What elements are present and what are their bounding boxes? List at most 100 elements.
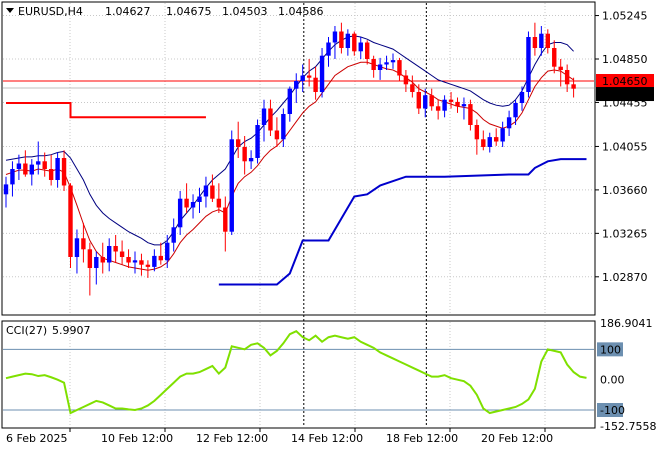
candle-body-43 (281, 114, 286, 140)
cci-level-box-3 (597, 403, 623, 418)
time-tick-3: 14 Feb 12:00 (291, 432, 363, 445)
red-price-label: 1.04650 (602, 75, 648, 88)
candle-body-15 (100, 257, 105, 263)
candle-body-57 (371, 59, 376, 70)
candle-body-65 (423, 95, 428, 109)
price-markers (3, 80, 594, 89)
candle-body-74 (481, 139, 486, 147)
candle-body-36 (236, 139, 241, 147)
candle-body-4 (29, 164, 34, 175)
candle-body-12 (81, 238, 86, 250)
time-tick-1: 10 Feb 12:00 (101, 432, 173, 445)
candle-body-67 (435, 106, 441, 111)
candles[interactable] (3, 22, 576, 296)
candle-body-86 (558, 66, 563, 70)
candle-body-29 (190, 202, 196, 208)
candle-body-6 (42, 161, 47, 169)
candle-body-55 (358, 42, 363, 52)
grid (3, 3, 594, 427)
ohlc-high: 1.04675 (166, 5, 212, 18)
candle-body-47 (306, 75, 312, 78)
candle-body-30 (197, 196, 202, 202)
ohlc-close: 1.04586 (278, 5, 324, 18)
candle-body-45 (294, 81, 299, 89)
candle-body-52 (339, 31, 344, 48)
candle-body-9 (61, 158, 67, 186)
candle-body-27 (177, 198, 183, 228)
candle-body-1 (10, 169, 15, 185)
candle-body-49 (319, 55, 325, 92)
candle-body-56 (365, 42, 370, 59)
cci-title: CCI(27) (6, 324, 47, 337)
cci-tick-0: 186.9041 (600, 317, 653, 330)
cci-value: 5.9907 (52, 324, 91, 337)
candle-body-69 (448, 99, 454, 102)
candle-body-63 (410, 84, 415, 92)
candle-body-7 (48, 169, 54, 180)
candle-body-82 (532, 37, 538, 48)
candle-body-32 (210, 185, 215, 199)
candle-body-77 (500, 128, 505, 142)
candle-body-68 (442, 99, 447, 111)
time-tick-5: 20 Feb 12:00 (481, 432, 553, 445)
candle-body-16 (107, 246, 112, 263)
time-tick-4: 18 Feb 12:00 (386, 432, 458, 445)
time-tick-2: 12 Feb 12:00 (196, 432, 268, 445)
candle-body-38 (248, 158, 254, 162)
candle-body-60 (390, 60, 396, 63)
stop-blue-line (218, 158, 587, 286)
cci-tick-2: 0.00 (600, 374, 625, 387)
session-lines (303, 3, 427, 427)
candle-body-23 (152, 255, 157, 267)
candle-body-51 (332, 31, 338, 43)
candle-body-72 (468, 104, 473, 125)
candle-body-62 (403, 75, 409, 85)
candle-body-39 (255, 125, 260, 158)
candle-body-61 (397, 60, 402, 76)
candle-body-11 (74, 238, 80, 257)
candle-body-44 (287, 88, 292, 114)
candle-body-37 (242, 147, 247, 162)
candle-body-33 (216, 198, 222, 208)
candle-body-41 (268, 108, 273, 131)
candle-body-18 (119, 251, 125, 257)
candle-body-24 (158, 255, 163, 261)
time-tick-0: 6 Feb 2025 (6, 432, 67, 445)
candle-body-73 (474, 125, 480, 140)
candle-body-35 (229, 139, 234, 232)
candle-body-50 (326, 42, 331, 56)
candle-body-42 (274, 130, 280, 140)
symbol-label: EURUSD,H4 (18, 5, 83, 18)
candle-body-0 (3, 184, 9, 195)
price-tick-0: 1.05245 (602, 10, 648, 23)
price-tick-5: 1.03265 (602, 227, 648, 240)
current-price-label: 1.04586 (602, 88, 648, 101)
candle-body-26 (171, 227, 176, 243)
symbol-dropdown-icon[interactable] (6, 8, 14, 13)
candle-body-31 (203, 185, 209, 197)
price-tick-6: 1.02870 (602, 271, 648, 284)
red-price-box (596, 74, 654, 88)
candle-body-84 (545, 33, 550, 48)
main-pane[interactable] (1, 1, 596, 316)
candle-body-66 (429, 95, 434, 107)
cci-axis: 186.9041 100 0.00 -100 -152.7558 (597, 317, 656, 433)
candle-body-10 (68, 185, 73, 257)
candle-body-40 (261, 108, 267, 125)
candle-body-48 (313, 77, 318, 92)
candle-body-88 (571, 84, 576, 89)
candle-body-78 (506, 117, 512, 129)
candle-body-28 (184, 198, 189, 208)
stop-red-line (6, 102, 206, 119)
candle-body-87 (564, 70, 570, 85)
candle-body-20 (132, 260, 138, 263)
candle-body-58 (377, 64, 383, 70)
candle-body-25 (165, 242, 170, 261)
ohlc-open: 1.04627 (105, 5, 151, 18)
candle-body-14 (94, 257, 99, 268)
cci-pane[interactable] (1, 320, 596, 429)
candle-body-3 (23, 163, 28, 175)
candle-body-83 (539, 33, 544, 48)
candle-body-34 (223, 207, 228, 232)
